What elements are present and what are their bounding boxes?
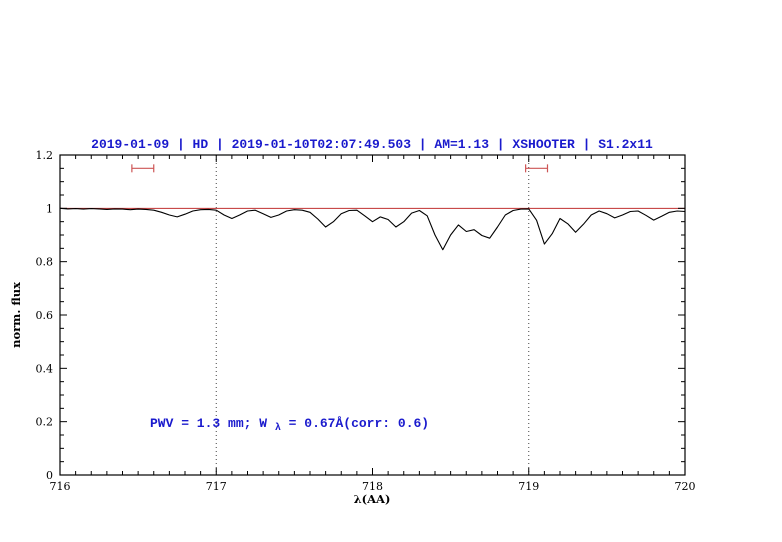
y-tick-label: 0.4: [36, 362, 54, 375]
gridlines-layer: [215, 155, 530, 475]
annotation-post: = 0.67Å(corr: 0.6): [289, 416, 429, 431]
y-axis-label: norm. flux: [9, 282, 23, 348]
x-tick-label: 718: [362, 480, 383, 493]
data-layer: [59, 164, 686, 251]
axes-layer: 716 717 718 719 720 0 0.2 0.4 0.6 0.8 1 1.2: [36, 149, 696, 493]
y-tick-label: 0.6: [36, 309, 54, 322]
y-tick-label: 0: [46, 469, 53, 482]
annotation-pwv: PWV = 1.3 mm; W λ = 0.67Å(corr: 0.6): [150, 416, 429, 434]
x-tick-label: 719: [518, 480, 539, 493]
annotation-sub: λ: [275, 422, 281, 434]
y-tick-label: 0.8: [36, 256, 54, 269]
x-tick-label: 720: [675, 480, 696, 493]
x-tick-label: 717: [206, 480, 227, 493]
y-tick-label: 0.2: [36, 416, 54, 429]
y-tick-label: 1: [46, 202, 53, 215]
spectrum-line: [59, 207, 686, 251]
x-axis-label: λ(AA): [354, 492, 391, 506]
chart-title: 2019-01-09 | HD | 2019-01-10T02:07:49.50…: [91, 137, 653, 152]
x-tick-label: 716: [50, 480, 71, 493]
y-tick-label: 1.2: [36, 149, 54, 162]
feature-range-marker: [525, 164, 549, 173]
feature-range-marker: [131, 164, 155, 173]
annotation-pre: PWV = 1.3 mm; W: [150, 416, 267, 431]
